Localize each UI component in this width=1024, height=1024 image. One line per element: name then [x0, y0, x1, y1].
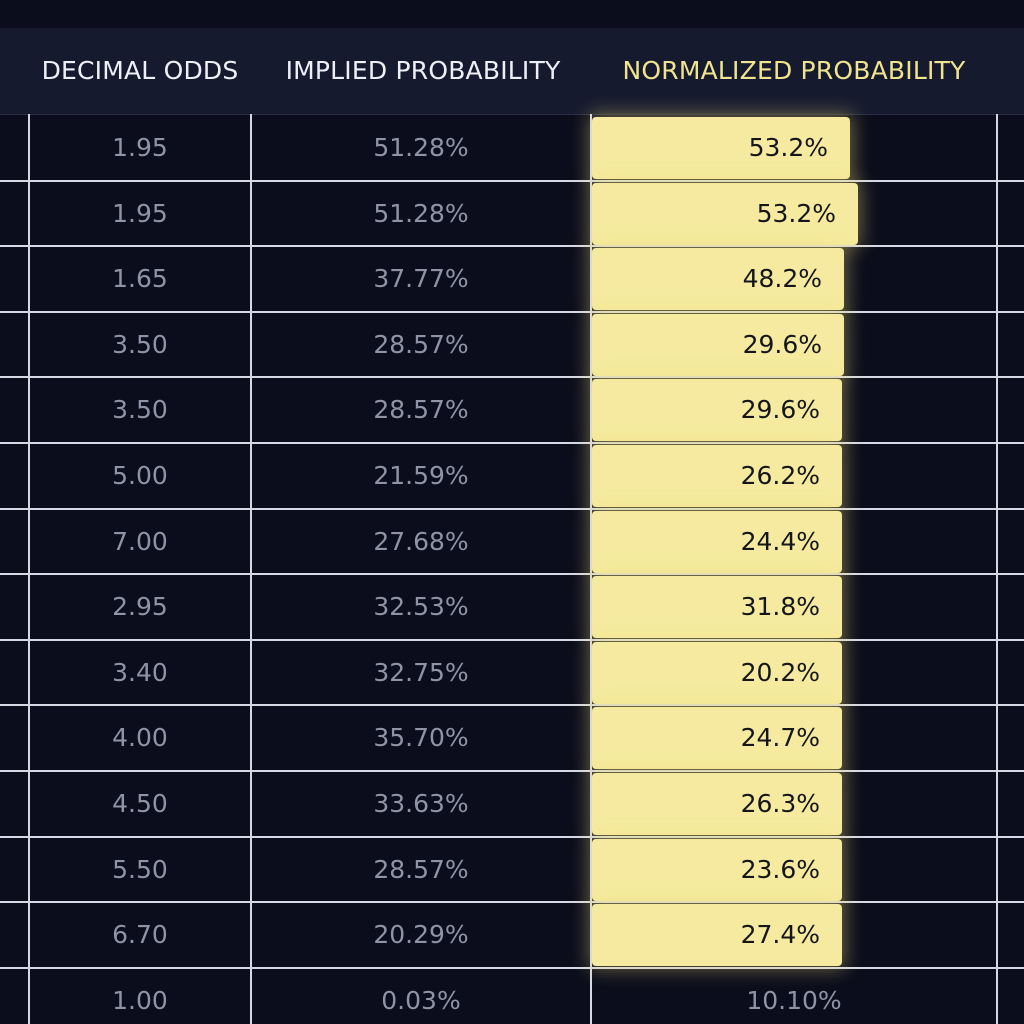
normalized-probability-highlight: 24.7%: [592, 707, 842, 769]
normalized-probability-highlight: 29.6%: [592, 379, 842, 441]
decimal-odds-cell: 3.50: [112, 330, 168, 359]
table-row-divider: [0, 967, 1024, 969]
table-column-divider: [590, 114, 592, 1024]
normalized-probability-cell: 53.2%: [748, 133, 828, 162]
table-row-divider: [0, 639, 1024, 641]
table-row-divider: [0, 376, 1024, 378]
table-row[interactable]: 7.00 27.68% 24.4%: [0, 509, 1024, 575]
normalized-probability-cell: 53.2%: [756, 199, 836, 228]
normalized-probability-cell: 24.4%: [740, 527, 820, 556]
decimal-odds-cell: 3.50: [112, 395, 168, 424]
table-row-divider: [0, 180, 1024, 182]
implied-probability-cell: 28.57%: [373, 395, 469, 424]
table-column-divider: [996, 114, 998, 1024]
decimal-odds-cell: 1.95: [112, 133, 168, 162]
decimal-odds-cell: 5.50: [112, 855, 168, 884]
implied-probability-cell: 28.57%: [373, 330, 469, 359]
decimal-odds-cell: 3.40: [112, 658, 168, 687]
table-header: DECIMAL ODDS IMPLIED PROBABILITY NORMALI…: [0, 28, 1024, 115]
normalized-probability-cell: 10.10%: [746, 986, 842, 1015]
normalized-probability-highlight: 29.6%: [592, 314, 844, 376]
table-row-divider: [0, 311, 1024, 313]
normalized-probability-cell: 29.6%: [740, 395, 820, 424]
table-row[interactable]: 1.65 37.77% 48.2%: [0, 246, 1024, 312]
table-row[interactable]: 2.95 32.53% 31.8%: [0, 574, 1024, 640]
decimal-odds-cell: 4.00: [112, 723, 168, 752]
normalized-probability-highlight: 27.4%: [592, 904, 842, 966]
normalized-probability-highlight: 53.2%: [592, 183, 858, 245]
column-header-decimal-odds[interactable]: DECIMAL ODDS: [41, 56, 239, 85]
table-row[interactable]: 4.50 33.63% 26.3%: [0, 771, 1024, 837]
table-row-divider: [0, 901, 1024, 903]
table-row[interactable]: 1.00 0.03% 10.10%: [0, 968, 1024, 1024]
table-row[interactable]: 3.50 28.57% 29.6%: [0, 377, 1024, 443]
normalized-probability-cell: 23.6%: [740, 855, 820, 884]
implied-probability-cell: 51.28%: [373, 133, 469, 162]
decimal-odds-cell: 6.70: [112, 920, 168, 949]
table-row[interactable]: 1.95 51.28% 53.2%: [0, 115, 1024, 181]
normalized-probability-cell: 26.3%: [740, 789, 820, 818]
column-header-implied-probability[interactable]: IMPLIED PROBABILITY: [285, 56, 561, 85]
implied-probability-cell: 32.75%: [373, 658, 469, 687]
normalized-probability-highlight: 23.6%: [592, 839, 842, 901]
table-row-divider: [0, 245, 1024, 247]
normalized-probability-highlight: 53.2%: [592, 117, 850, 179]
implied-probability-cell: 27.68%: [373, 527, 469, 556]
table-row[interactable]: 1.95 51.28% 53.2%: [0, 181, 1024, 247]
table-row[interactable]: 3.50 28.57% 29.6%: [0, 312, 1024, 378]
normalized-probability-cell: 27.4%: [740, 920, 820, 949]
normalized-probability-highlight: 24.4%: [592, 511, 842, 573]
decimal-odds-cell: 1.00: [112, 986, 168, 1015]
decimal-odds-cell: 7.00: [112, 527, 168, 556]
normalized-probability-highlight: 26.3%: [592, 773, 842, 835]
table-row-divider: [0, 508, 1024, 510]
implied-probability-cell: 21.59%: [373, 461, 469, 490]
decimal-odds-cell: 2.95: [112, 592, 168, 621]
implied-probability-cell: 20.29%: [373, 920, 469, 949]
normalized-probability-cell: 26.2%: [740, 461, 820, 490]
normalized-probability-highlight: 26.2%: [592, 445, 842, 507]
implied-probability-cell: 28.57%: [373, 855, 469, 884]
decimal-odds-cell: 1.65: [112, 264, 168, 293]
implied-probability-cell: 32.53%: [373, 592, 469, 621]
table-row[interactable]: 6.70 20.29% 27.4%: [0, 902, 1024, 968]
normalized-probability-highlight: 31.8%: [592, 576, 842, 638]
table-row-divider: [0, 704, 1024, 706]
normalized-probability-cell: 20.2%: [740, 658, 820, 687]
normalized-probability-cell: 48.2%: [742, 264, 822, 293]
implied-probability-cell: 33.63%: [373, 789, 469, 818]
normalized-probability-highlight: 48.2%: [592, 248, 844, 310]
normalized-probability-highlight: 20.2%: [592, 642, 842, 704]
implied-probability-cell: 35.70%: [373, 723, 469, 752]
implied-probability-cell: 51.28%: [373, 199, 469, 228]
table-row-divider: [0, 573, 1024, 575]
table-row[interactable]: 3.40 32.75% 20.2%: [0, 640, 1024, 706]
column-header-normalized-probability[interactable]: NORMALIZED PROBABILITY: [622, 56, 966, 85]
table-row-divider: [0, 442, 1024, 444]
table-column-divider: [250, 114, 252, 1024]
normalized-probability-cell: 31.8%: [740, 592, 820, 621]
implied-probability-cell: 37.77%: [373, 264, 469, 293]
decimal-odds-cell: 4.50: [112, 789, 168, 818]
decimal-odds-cell: 1.95: [112, 199, 168, 228]
normalized-probability-cell: 24.7%: [740, 723, 820, 752]
implied-probability-cell: 0.03%: [381, 986, 461, 1015]
decimal-odds-cell: 5.00: [112, 461, 168, 490]
table-row-divider: [0, 836, 1024, 838]
table-row-divider: [0, 770, 1024, 772]
table-column-divider: [28, 114, 30, 1024]
table-row[interactable]: 5.50 28.57% 23.6%: [0, 837, 1024, 903]
normalized-probability-cell: 29.6%: [742, 330, 822, 359]
table-row[interactable]: 5.00 21.59% 26.2%: [0, 443, 1024, 509]
table-row[interactable]: 4.00 35.70% 24.7%: [0, 705, 1024, 771]
